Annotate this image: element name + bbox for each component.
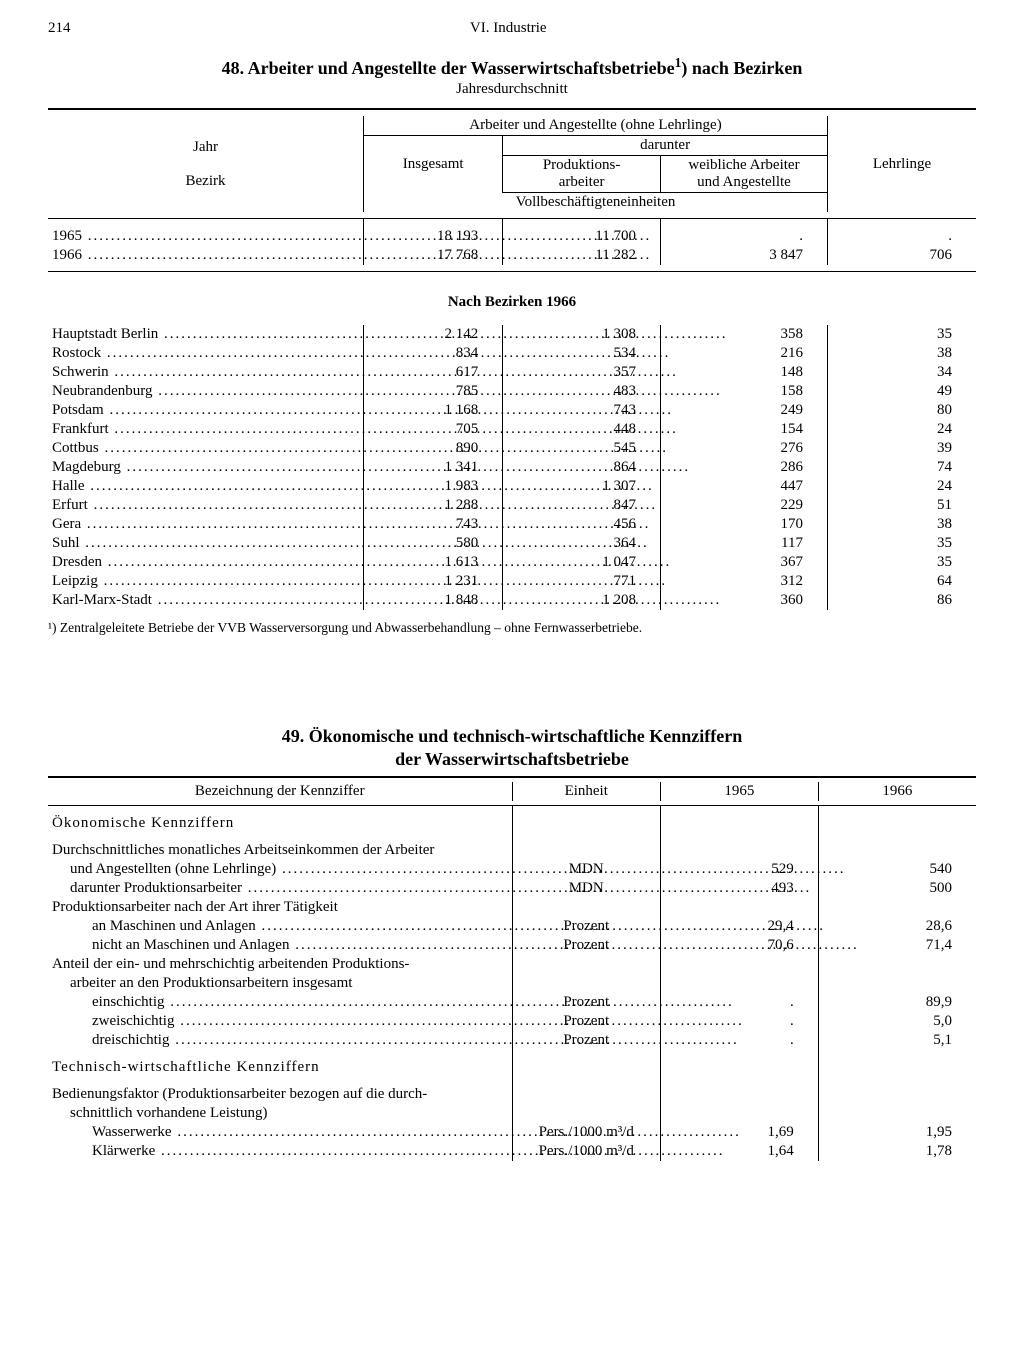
t48-bezirk-row: Erfurt1 28884722951 <box>48 496 976 515</box>
t48-footnote: ¹) Zentralgeleitete Betriebe der VVB Was… <box>48 620 976 636</box>
t49-table: Bezeichnung der Kennziffer Einheit 1965 … <box>48 776 976 1161</box>
t49-title: 49. Ökonomische und technisch-wirtschaft… <box>48 726 976 747</box>
t48-bezirk-row: Karl-Marx-Stadt1 8481 20836086 <box>48 591 976 610</box>
t48-bezirk-row: Magdeburg1 34186428674 <box>48 458 976 477</box>
t48-bezirk-row: Schwerin61735714834 <box>48 363 976 382</box>
t48-bezirk-row: Potsdam1 16874324980 <box>48 401 976 420</box>
t48-title: 48. Arbeiter und Angestellte der Wasserw… <box>48 55 976 79</box>
t48-bezirk-row: Cottbus89054527639 <box>48 439 976 458</box>
t48-bezirk-row: Suhl58036411735 <box>48 534 976 553</box>
t48-bezirk-row: Gera74345617038 <box>48 515 976 534</box>
t48-body-table: Hauptstadt Berlin2 1421 30835835Rostock8… <box>48 325 976 610</box>
page-header: 214 VI. Industrie <box>48 20 976 37</box>
t48-head-table: JahrBezirk Arbeiter und Angestellte (ohn… <box>48 108 976 272</box>
t48-bezirk-row: Neubrandenburg78548315849 <box>48 382 976 401</box>
t49-title2: der Wasserwirtschaftsbetriebe <box>48 749 976 770</box>
page-number: 214 <box>48 20 71 37</box>
t48-bezirk-row: Dresden1 6131 04736735 <box>48 553 976 572</box>
t48-bezirk-row: Frankfurt70544815424 <box>48 420 976 439</box>
t48-bezirk-row: Halle1 9831 30744724 <box>48 477 976 496</box>
t48-bezirk-row: Hauptstadt Berlin2 1421 30835835 <box>48 325 976 344</box>
t48-subtitle: Jahresdurchschnitt <box>48 81 976 98</box>
t48-year-row: 1966 17 768 11 282 3 847 706 <box>48 246 976 265</box>
t48-midcap: Nach Bezirken 1966 <box>48 294 976 311</box>
chapter-title: VI. Industrie <box>470 20 547 37</box>
t48-bezirk-row: Rostock83453421638 <box>48 344 976 363</box>
t48-year-row: 1965 18 193 11 700 . . <box>48 227 976 246</box>
t48-bezirk-row: Leipzig1 23177131264 <box>48 572 976 591</box>
